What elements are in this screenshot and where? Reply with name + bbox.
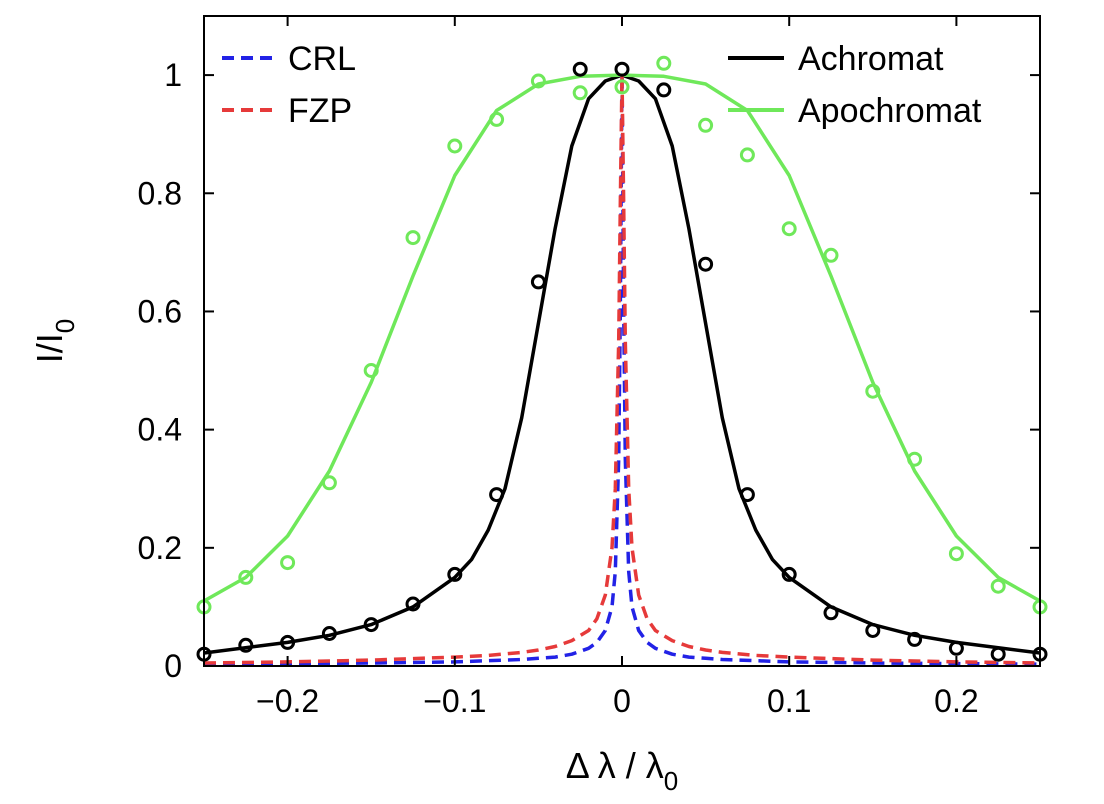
x-tick-label: 0.1 xyxy=(767,683,811,719)
achromat-data-point xyxy=(865,623,881,638)
marker-layer xyxy=(196,55,1048,662)
x-tick-label: −0.2 xyxy=(256,683,319,719)
achromat-data-point xyxy=(321,626,337,641)
y-tick-label: 0.4 xyxy=(138,412,182,448)
achromat-data-point xyxy=(990,646,1006,662)
apochromat-data-point xyxy=(614,79,630,95)
x-axis-title: Δ λ / λ0 xyxy=(566,745,679,796)
y-axis-title-main: I/I xyxy=(29,333,70,363)
legend-label-fzp: FZP xyxy=(288,92,352,130)
series-line-fzp xyxy=(204,73,1040,665)
achromat-data-point xyxy=(363,617,379,633)
tick-layer: −0.2 −0.1 0 0.1 0.2 0 0.2 0.4 0.6 0.8 1 xyxy=(138,16,1040,719)
achromat-data-point xyxy=(280,634,296,650)
apochromat-data-point xyxy=(698,117,714,133)
achromat-data-point xyxy=(739,487,755,503)
y-tick-label: 0.8 xyxy=(138,175,182,211)
achromat-data-point xyxy=(907,631,923,647)
x-axis-title-subscript: 0 xyxy=(664,766,678,796)
series-layer xyxy=(204,73,1040,666)
y-axis-title-subscript: 0 xyxy=(50,319,80,333)
apochromat-data-point xyxy=(948,546,964,562)
apochromat-data-point xyxy=(781,221,797,237)
y-tick-label: 1 xyxy=(164,57,182,93)
apochromat-data-point xyxy=(405,230,421,246)
achromat-data-point xyxy=(489,487,505,503)
apochromat-data-point xyxy=(363,363,379,378)
apochromat-data-point xyxy=(572,85,588,101)
x-axis-title-main: Δ λ / λ xyxy=(566,745,664,786)
apochromat-data-point xyxy=(739,147,755,163)
achromat-data-point xyxy=(572,61,588,77)
achromat-data-point xyxy=(614,61,630,77)
y-axis-title: I/I0 xyxy=(29,319,80,363)
y-tick-label: 0.6 xyxy=(138,293,182,329)
apochromat-data-point xyxy=(447,138,463,154)
apochromat-data-point xyxy=(990,578,1006,594)
apochromat-data-point xyxy=(280,555,296,571)
achromat-data-point xyxy=(405,596,421,612)
apochromat-data-point xyxy=(530,73,546,89)
apochromat-data-point xyxy=(238,569,254,585)
apochromat-data-point xyxy=(489,111,505,127)
apochromat-data-point xyxy=(907,451,923,467)
legend-label-achromat: Achromat xyxy=(798,40,944,78)
series-line-crl xyxy=(204,73,1040,666)
achromat-data-point xyxy=(781,566,797,582)
achromat-data-point xyxy=(656,82,672,98)
legend-label-apochromat: Apochromat xyxy=(798,92,982,130)
legend-label-crl: CRL xyxy=(288,40,356,78)
achromat-data-point xyxy=(530,274,546,290)
apochromat-data-point xyxy=(865,383,881,399)
y-tick-label: 0.2 xyxy=(138,530,182,566)
apochromat-data-point xyxy=(823,247,839,263)
x-tick-label: −0.1 xyxy=(423,683,486,719)
achromat-data-point xyxy=(447,566,463,582)
achromat-data-point xyxy=(948,640,964,656)
x-tick-label: 0 xyxy=(613,683,631,719)
achromat-data-point xyxy=(698,256,714,272)
achromat-data-point xyxy=(238,637,254,653)
apochromat-data-point xyxy=(656,55,672,71)
x-tick-label: 0.2 xyxy=(934,683,978,719)
achromat-data-point xyxy=(823,605,839,621)
legend: CRL FZP Achromat Apochromat xyxy=(222,40,982,130)
y-tick-label: 0 xyxy=(164,648,182,684)
apochromat-data-point xyxy=(321,475,337,491)
